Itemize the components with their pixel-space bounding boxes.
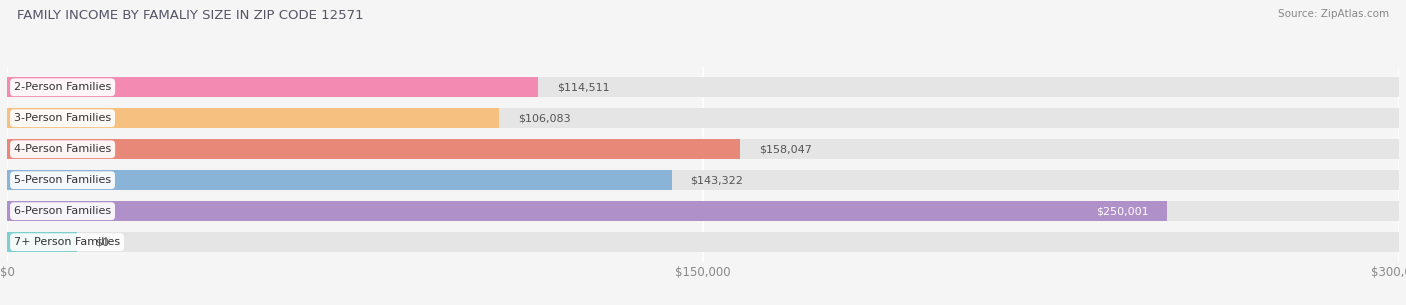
Text: 3-Person Families: 3-Person Families <box>14 113 111 123</box>
Text: 4-Person Families: 4-Person Families <box>14 144 111 154</box>
Bar <box>7 139 1399 159</box>
Bar <box>7 108 499 128</box>
Text: $106,083: $106,083 <box>517 113 571 123</box>
Bar <box>7 139 741 159</box>
Bar <box>7 201 1167 221</box>
Text: $158,047: $158,047 <box>759 144 811 154</box>
Bar <box>7 232 1399 252</box>
Text: $0: $0 <box>96 237 110 247</box>
Text: $250,001: $250,001 <box>1095 206 1149 216</box>
Text: $143,322: $143,322 <box>690 175 744 185</box>
Text: 2-Person Families: 2-Person Families <box>14 82 111 92</box>
Text: 5-Person Families: 5-Person Families <box>14 175 111 185</box>
Text: 7+ Person Families: 7+ Person Families <box>14 237 120 247</box>
Text: 6-Person Families: 6-Person Families <box>14 206 111 216</box>
Bar <box>7 77 538 97</box>
Bar <box>7 170 1399 190</box>
Bar <box>7 108 1399 128</box>
Bar <box>7 170 672 190</box>
Text: FAMILY INCOME BY FAMALIY SIZE IN ZIP CODE 12571: FAMILY INCOME BY FAMALIY SIZE IN ZIP COD… <box>17 9 364 22</box>
Bar <box>7 77 1399 97</box>
Bar <box>7 232 77 252</box>
Text: Source: ZipAtlas.com: Source: ZipAtlas.com <box>1278 9 1389 19</box>
Bar <box>7 201 1399 221</box>
Text: $114,511: $114,511 <box>557 82 610 92</box>
